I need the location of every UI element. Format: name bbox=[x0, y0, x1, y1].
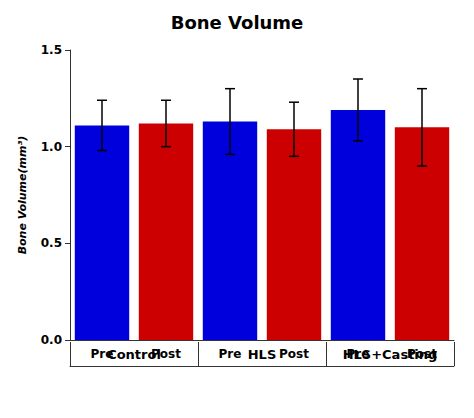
svg-text:Post: Post bbox=[151, 347, 181, 361]
svg-text:0.0: 0.0 bbox=[41, 333, 62, 347]
svg-text:Post: Post bbox=[279, 347, 309, 361]
svg-text:Bone Volume(mm³): Bone Volume(mm³) bbox=[16, 136, 29, 255]
svg-text:HLS: HLS bbox=[248, 347, 277, 362]
svg-text:Pre: Pre bbox=[90, 347, 114, 361]
svg-text:0.5: 0.5 bbox=[41, 236, 62, 250]
svg-text:HLS+Casting: HLS+Casting bbox=[343, 347, 438, 362]
svg-text:Pre: Pre bbox=[219, 347, 242, 361]
svg-text:1.5: 1.5 bbox=[41, 43, 62, 57]
svg-text:1.0: 1.0 bbox=[41, 140, 62, 154]
svg-text:Control: Control bbox=[107, 347, 161, 362]
svg-text:Bone Volume: Bone Volume bbox=[171, 12, 304, 33]
